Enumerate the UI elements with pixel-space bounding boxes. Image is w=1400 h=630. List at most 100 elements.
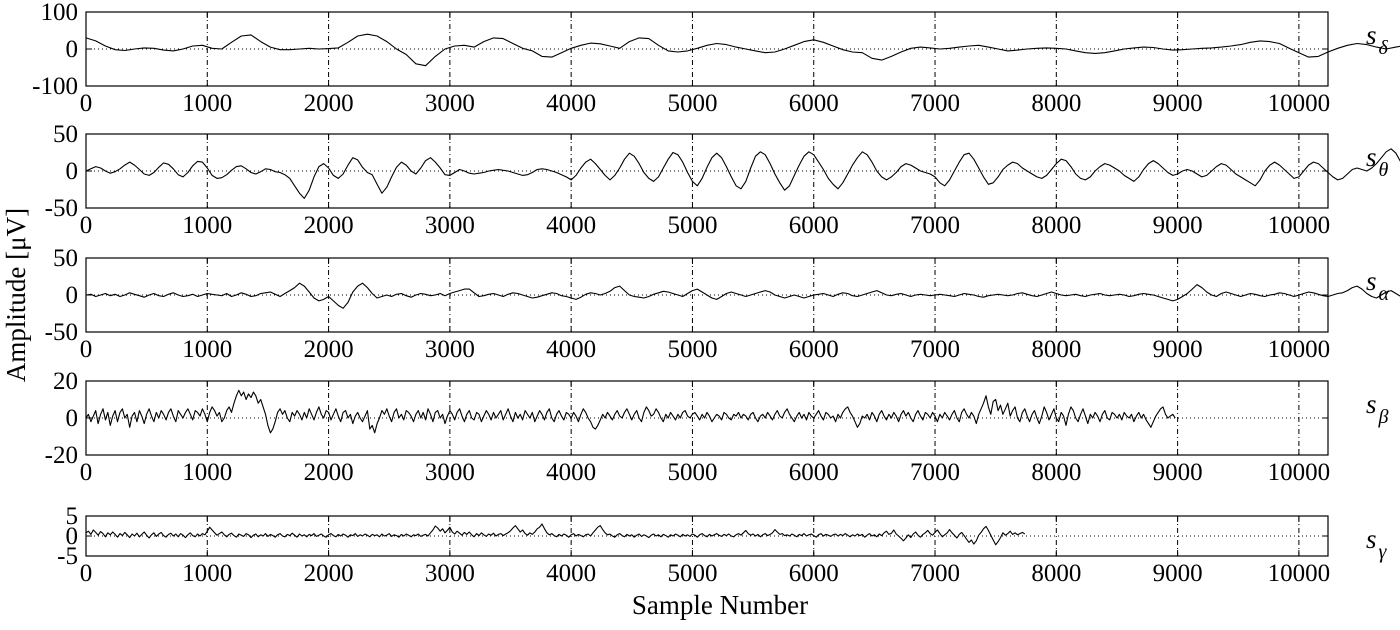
y-tick-label: 0 bbox=[66, 405, 79, 432]
x-axis-title: Sample Number bbox=[632, 590, 808, 620]
x-tick-label: 9000 bbox=[1153, 212, 1203, 239]
band-label-symbol: s bbox=[1366, 20, 1377, 50]
panel-3: 0 1000 2000 3000 4000 5000 6000 7000 8000 9000 100… bbox=[45, 368, 1389, 486]
x-tick-label: 1000 bbox=[182, 560, 232, 587]
x-tick-label: 4000 bbox=[546, 90, 596, 117]
y-tick-label: 50 bbox=[53, 245, 78, 272]
panels: 0 1000 2000 3000 4000 5000 6000 7000 8000 9000 100… bbox=[32, 0, 1400, 587]
band-label-symbol: s bbox=[1366, 524, 1377, 554]
band-label-subscript: γ bbox=[1379, 541, 1388, 563]
x-tick-label: 10000 bbox=[1268, 459, 1331, 486]
x-tick-label: 0 bbox=[80, 560, 93, 587]
x-tick-label: 0 bbox=[80, 336, 93, 363]
y-tick-label: -5 bbox=[57, 543, 78, 570]
x-tick-label: 4000 bbox=[546, 212, 596, 239]
y-tick-label: 5 bbox=[66, 503, 79, 530]
panel-2: 0 1000 2000 3000 4000 5000 6000 7000 8000 9000 100… bbox=[45, 245, 1400, 363]
y-tick-label: -50 bbox=[45, 319, 78, 346]
panel-0: 0 1000 2000 3000 4000 5000 6000 7000 8000 9000 100… bbox=[32, 0, 1400, 117]
x-tick-label: 7000 bbox=[910, 459, 960, 486]
x-tick-label: 7000 bbox=[910, 336, 960, 363]
x-tick-label: 6000 bbox=[789, 90, 839, 117]
x-tick-label: 2000 bbox=[304, 459, 354, 486]
x-tick-label: 2000 bbox=[304, 90, 354, 117]
band-label-subscript: β bbox=[1378, 406, 1389, 428]
x-tick-label: 8000 bbox=[1031, 459, 1081, 486]
x-tick-label: 4000 bbox=[546, 336, 596, 363]
y-tick-label: 0 bbox=[66, 282, 79, 309]
x-tick-label: 7000 bbox=[910, 90, 960, 117]
x-tick-label: 3000 bbox=[425, 459, 475, 486]
series-line-s_gamma bbox=[85, 523, 1026, 546]
x-tick-label: 10000 bbox=[1268, 90, 1331, 117]
y-tick-label: 20 bbox=[53, 368, 78, 395]
x-tick-label: 1000 bbox=[182, 90, 232, 117]
x-tick-label: 4000 bbox=[546, 459, 596, 486]
band-label-symbol: s bbox=[1366, 266, 1377, 296]
x-tick-label: 3000 bbox=[425, 336, 475, 363]
x-tick-label: 2000 bbox=[304, 336, 354, 363]
x-tick-label: 1000 bbox=[182, 459, 232, 486]
x-tick-label: 6000 bbox=[789, 336, 839, 363]
band-label-subscript: θ bbox=[1379, 159, 1389, 181]
x-tick-label: 5000 bbox=[667, 212, 717, 239]
y-tick-label: 0 bbox=[66, 158, 79, 185]
band-label-symbol: s bbox=[1366, 389, 1377, 419]
x-tick-label: 0 bbox=[80, 459, 93, 486]
x-tick-label: 10000 bbox=[1268, 560, 1331, 587]
x-tick-label: 3000 bbox=[425, 212, 475, 239]
series-line-s_delta bbox=[85, 33, 1400, 67]
y-tick-label: -20 bbox=[45, 442, 78, 469]
x-tick-label: 8000 bbox=[1031, 336, 1081, 363]
series-line-s_alpha bbox=[85, 282, 1400, 309]
x-tick-label: 6000 bbox=[789, 560, 839, 587]
x-tick-label: 0 bbox=[80, 90, 93, 117]
x-tick-label: 9000 bbox=[1153, 560, 1203, 587]
x-tick-label: 9000 bbox=[1153, 336, 1203, 363]
panel-1: 0 1000 2000 3000 4000 5000 6000 7000 8000 9000 100… bbox=[45, 121, 1400, 239]
band-label-subscript: α bbox=[1379, 283, 1390, 305]
y-tick-label: 0 bbox=[66, 36, 79, 63]
y-tick-label: -100 bbox=[32, 73, 78, 100]
y-axis-title: Amplitude [μV] bbox=[1, 208, 31, 382]
x-tick-label: 9000 bbox=[1153, 459, 1203, 486]
x-tick-label: 2000 bbox=[304, 560, 354, 587]
y-tick-label: 50 bbox=[53, 121, 78, 148]
x-tick-label: 6000 bbox=[789, 459, 839, 486]
x-tick-label: 8000 bbox=[1031, 560, 1081, 587]
x-tick-label: 8000 bbox=[1031, 212, 1081, 239]
x-tick-label: 0 bbox=[80, 212, 93, 239]
series-line-s_theta bbox=[85, 148, 1400, 199]
x-tick-label: 2000 bbox=[304, 212, 354, 239]
x-tick-label: 10000 bbox=[1268, 336, 1331, 363]
x-tick-label: 4000 bbox=[546, 560, 596, 587]
x-tick-label: 6000 bbox=[789, 212, 839, 239]
x-tick-label: 5000 bbox=[667, 336, 717, 363]
band-label-symbol: s bbox=[1366, 142, 1377, 172]
x-tick-label: 8000 bbox=[1031, 90, 1081, 117]
x-tick-label: 9000 bbox=[1153, 90, 1203, 117]
x-tick-label: 7000 bbox=[910, 560, 960, 587]
x-tick-label: 5000 bbox=[667, 90, 717, 117]
x-tick-label: 1000 bbox=[182, 212, 232, 239]
x-tick-label: 5000 bbox=[667, 560, 717, 587]
y-tick-label: -50 bbox=[45, 195, 78, 222]
x-tick-label: 7000 bbox=[910, 212, 960, 239]
y-tick-label: 0 bbox=[66, 523, 79, 550]
x-tick-label: 3000 bbox=[425, 90, 475, 117]
x-tick-label: 3000 bbox=[425, 560, 475, 587]
band-label-subscript: δ bbox=[1379, 37, 1389, 59]
x-tick-label: 10000 bbox=[1268, 212, 1331, 239]
y-tick-label: 100 bbox=[41, 0, 79, 26]
x-tick-label: 5000 bbox=[667, 459, 717, 486]
panel-4: 0 1000 2000 3000 4000 5000 6000 7000 8000 9000 100… bbox=[57, 503, 1387, 587]
series-line-s_beta bbox=[85, 389, 1176, 434]
x-tick-label: 1000 bbox=[182, 336, 232, 363]
